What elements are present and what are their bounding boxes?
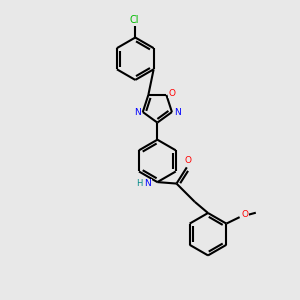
Text: O: O [185,156,192,165]
Text: Cl: Cl [130,15,140,25]
Text: H: H [136,179,142,188]
Text: N: N [174,107,181,116]
Text: O: O [168,89,175,98]
Text: N: N [134,107,141,116]
Text: N: N [145,179,151,188]
Text: O: O [242,210,248,219]
